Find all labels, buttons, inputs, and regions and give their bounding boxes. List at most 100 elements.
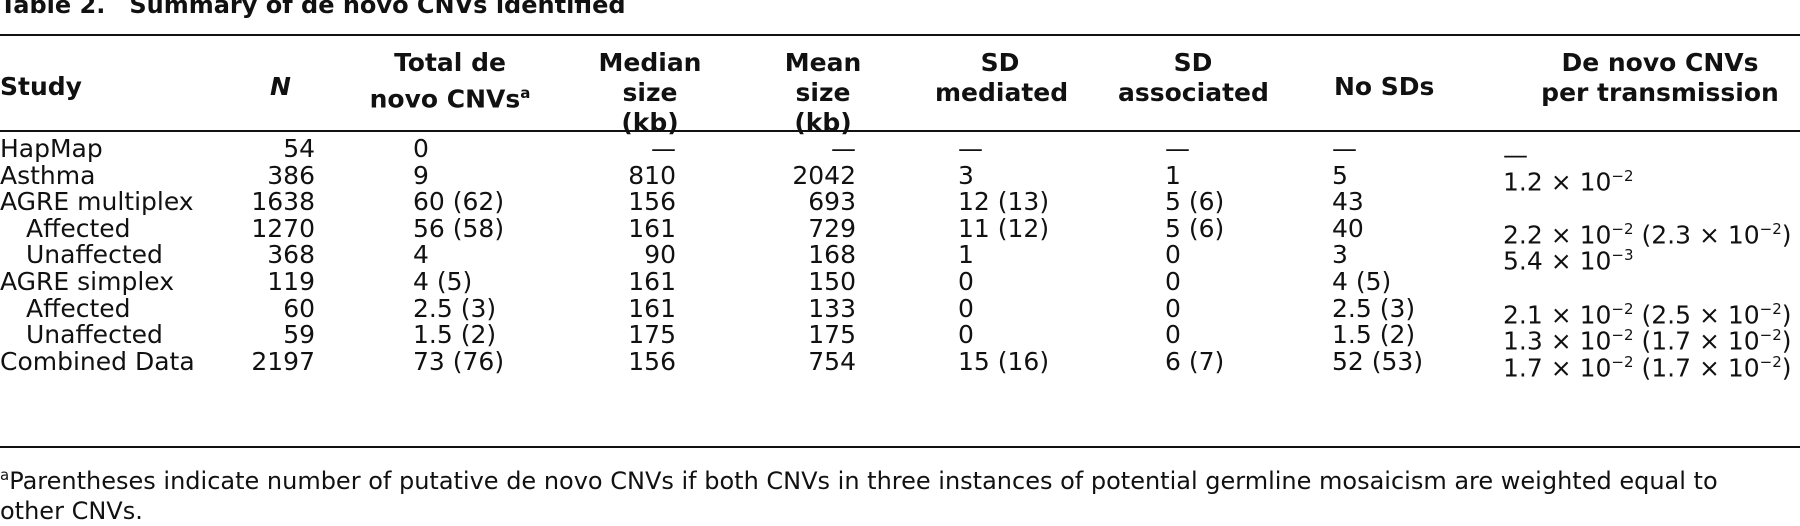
cell-mean-size: 150 (808, 267, 856, 296)
per-transmission-exponent: −2 (1611, 219, 1634, 238)
header-sd-associated-line2: associated (1118, 78, 1269, 107)
cell-mean-size: 754 (808, 346, 856, 376)
per-transmission-value: 2.2 × 10 (1503, 220, 1612, 250)
cell-study: Unaffected (26, 320, 163, 350)
cell-median-size: 156 (628, 346, 676, 376)
cell-no-sds: 3 (1332, 240, 1348, 270)
cell-n: 368 (267, 240, 315, 270)
table-row: Combined Data 2197 73 (76) 156 754 15 (16) 6 (… (0, 346, 1800, 382)
header-total-line1: Total de (394, 48, 506, 77)
cell-sd-associated: 5 (6) (1165, 187, 1225, 217)
table-row: Affected 60 2.5 (3) 161 133 0 0 2.5 (3) 2.1 × 10… (0, 293, 1800, 329)
per-transmission-close: ) (1781, 220, 1792, 250)
cell-sd-associated: 0 (1165, 267, 1181, 296)
cell-sd-associated: 0 (1165, 293, 1181, 323)
cell-sd-associated: 6 (7) (1165, 346, 1225, 376)
header-sd-associated: SD associated (1118, 48, 1269, 108)
cell-sd-associated: 1 (1165, 160, 1181, 190)
header-total-text: novo CNVs (369, 84, 521, 114)
cell-mean-size: 175 (808, 320, 856, 350)
table-title: Summary of de novo CNVs identified (129, 0, 626, 19)
cell-study: Affected (26, 293, 131, 323)
cell-per-transmission: 1.3 × 10−2 (1.7 × 10−2) (1503, 320, 1792, 356)
header-median-line2: size (kb) (621, 78, 679, 137)
cell-sd-mediated: 0 (958, 293, 974, 323)
cell-n: 119 (267, 267, 315, 296)
cell-sd-mediated: — (958, 134, 983, 163)
cell-n: 2197 (251, 346, 315, 376)
cell-sd-mediated: 0 (958, 267, 974, 296)
per-transmission-alt-exponent: −2 (1759, 352, 1782, 371)
cell-median-size: 810 (628, 160, 676, 190)
cell-total-cnvs: 4 (5) (413, 267, 473, 296)
cell-study: HapMap (0, 134, 103, 163)
table-number: Table 2. (0, 0, 106, 19)
per-transmission-close: ) (1781, 353, 1792, 383)
cell-median-size: — (651, 134, 676, 163)
cell-per-transmission: 1.7 × 10−2 (1.7 × 10−2) (1503, 347, 1792, 383)
cell-median-size: 90 (644, 240, 676, 270)
cell-n: 54 (283, 134, 315, 163)
cell-sd-associated: 0 (1165, 320, 1181, 350)
cell-mean-size: 133 (808, 293, 856, 323)
cell-sd-mediated: 11 (12) (958, 213, 1050, 243)
cell-study: Unaffected (26, 240, 163, 270)
cell-mean-size: — (831, 134, 856, 163)
per-transmission-close: ) (1781, 326, 1792, 356)
top-rule (0, 34, 1800, 36)
cell-total-cnvs: 56 (58) (413, 213, 505, 243)
header-sd-mediated: SD mediated (935, 48, 1069, 108)
table-row: AGRE simplex 119 4 (5) 161 150 0 0 4 (5) (0, 267, 1800, 297)
cell-sd-associated: — (1165, 134, 1190, 163)
cell-study: Affected (26, 213, 131, 243)
cell-study: Combined Data (0, 346, 195, 376)
header-per-transmission-line2: per transmission (1541, 78, 1779, 107)
cell-no-sds: — (1332, 134, 1357, 163)
table-row: Asthma 386 9 810 2042 3 1 5 1.2 × 10−2 (0, 160, 1800, 196)
per-transmission-alt-exponent: −2 (1759, 219, 1782, 238)
cell-per-transmission: 5.4 × 10−3 (1503, 240, 1634, 276)
header-n: N (270, 72, 291, 101)
cell-per-transmission: 2.2 × 10−2 (2.3 × 10−2) (1503, 214, 1792, 250)
cell-n: 1638 (251, 187, 315, 217)
per-transmission-exponent: −2 (1611, 352, 1634, 371)
header-mean: Mean size (kb) (763, 48, 883, 138)
cell-sd-mediated: 3 (958, 160, 974, 190)
per-transmission-value: 1.2 × 10 (1503, 166, 1612, 196)
header-total-footnote-marker: a (520, 84, 531, 102)
header-no-sds: No SDs (1334, 72, 1435, 101)
header-study: Study (0, 72, 82, 101)
per-transmission-value: 1.7 × 10 (1503, 353, 1612, 383)
cell-sd-associated: 5 (6) (1165, 213, 1225, 243)
cell-mean-size: 693 (808, 187, 856, 217)
cell-mean-size: 2042 (792, 160, 856, 190)
cell-sd-mediated: 0 (958, 320, 974, 350)
per-transmission-alt-value: (1.7 × 10 (1633, 353, 1760, 383)
per-transmission-exponent: −2 (1611, 299, 1634, 318)
cell-no-sds: 40 (1332, 213, 1364, 243)
bottom-rule (0, 446, 1800, 448)
per-transmission-exponent: −2 (1611, 326, 1634, 345)
footnote-text: Parentheses indicate number of putative … (0, 467, 1718, 525)
cell-no-sds: 1.5 (2) (1332, 320, 1416, 350)
header-sd-mediated-line2: mediated (935, 78, 1069, 107)
cell-per-transmission: — (1503, 134, 1528, 170)
header-per-transmission-line1: De novo CNVs (1561, 48, 1759, 77)
header-per-transmission: De novo CNVs per transmission (1520, 48, 1800, 108)
cell-n: 1270 (251, 213, 315, 243)
table-row: HapMap 54 0 — — — — — — (0, 134, 1800, 169)
per-transmission-value: — (1503, 140, 1528, 170)
cell-no-sds: 4 (5) (1332, 267, 1392, 296)
cell-total-cnvs: 4 (413, 240, 429, 270)
footnote-marker: a (0, 466, 10, 484)
cell-total-cnvs: 73 (76) (413, 346, 505, 376)
cell-no-sds: 2.5 (3) (1332, 293, 1416, 323)
cell-total-cnvs: 0 (413, 134, 429, 163)
header-mean-line2: size (kb) (794, 78, 852, 137)
per-transmission-value: 5.4 × 10 (1503, 246, 1612, 276)
header-total: Total de novo CNVsa (360, 48, 540, 114)
table-row: AGRE multiplex 1638 60 (62) 156 693 12 (13) 5 … (0, 187, 1800, 217)
cell-sd-mediated: 12 (13) (958, 187, 1050, 217)
cell-no-sds: 52 (53) (1332, 346, 1424, 376)
cell-no-sds: 5 (1332, 160, 1348, 190)
